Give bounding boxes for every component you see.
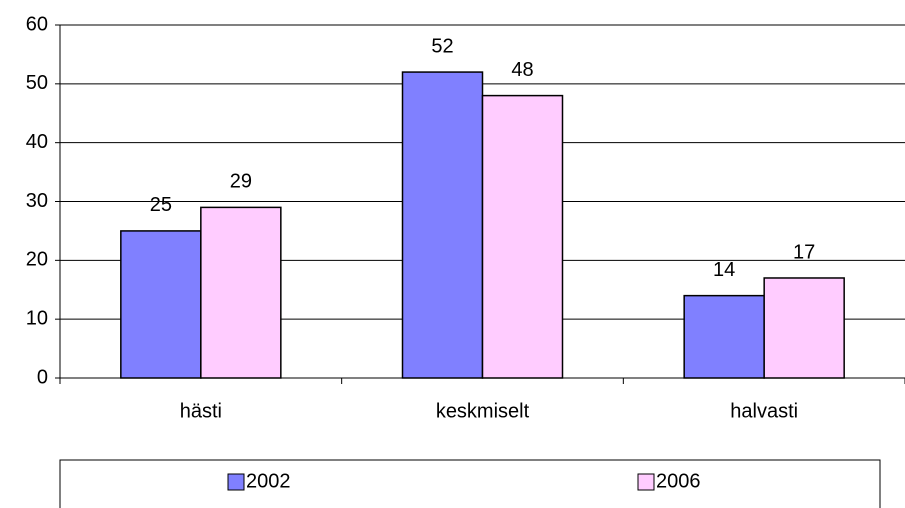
y-tick-label: 0 [37, 366, 48, 388]
legend-label: 2002 [246, 470, 291, 492]
legend-swatch [637, 473, 655, 491]
y-tick-label: 60 [26, 13, 48, 35]
data-label: 14 [713, 259, 735, 281]
legend-box [59, 459, 881, 508]
y-tick-label: 40 [26, 131, 48, 153]
legend-swatch [227, 473, 245, 491]
data-label: 17 [793, 241, 815, 263]
bar [120, 230, 202, 379]
data-label: 48 [511, 59, 533, 81]
x-tick-label: halvasti [730, 400, 798, 422]
data-label: 25 [150, 194, 172, 216]
bar [683, 294, 765, 379]
y-tick-label: 20 [26, 249, 48, 271]
legend-label: 2006 [656, 470, 701, 492]
data-label: 52 [431, 35, 453, 57]
y-tick-label: 50 [26, 72, 48, 94]
y-tick-label: 10 [26, 307, 48, 329]
bar [200, 206, 282, 379]
data-label: 29 [230, 171, 252, 193]
x-tick-label: hästi [180, 400, 222, 422]
x-tick-label: keskmiselt [436, 400, 530, 422]
bar [481, 94, 564, 379]
y-tick-label: 30 [26, 190, 48, 212]
bar [763, 277, 845, 379]
bar [401, 71, 484, 379]
